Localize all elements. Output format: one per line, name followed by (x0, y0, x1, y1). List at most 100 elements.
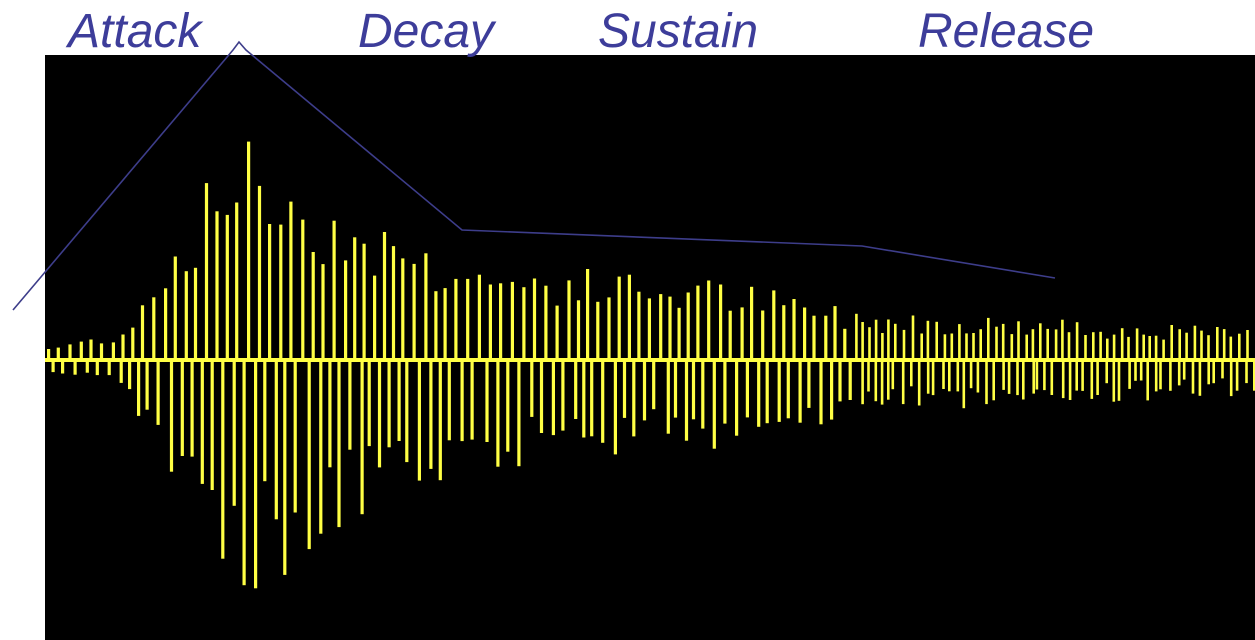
wave-spike (590, 360, 594, 437)
wave-spike (867, 360, 870, 392)
wave-spike (861, 322, 864, 360)
wave-spike (156, 360, 160, 425)
wave-spike (321, 264, 325, 360)
wave-spike (1022, 360, 1025, 400)
wave-spike (917, 360, 921, 406)
wave-spike (215, 211, 219, 360)
wave-spike (881, 333, 884, 360)
wave-spike (1061, 319, 1064, 360)
wave-spike (972, 333, 975, 360)
wave-spike (777, 360, 781, 422)
wave-spike (576, 300, 581, 360)
wave-spike (1148, 336, 1151, 360)
wave-spike (1162, 339, 1165, 360)
wave-spike (140, 305, 145, 360)
wave-spike (555, 305, 559, 360)
wave-spike (293, 360, 297, 513)
wave-spike (1128, 360, 1131, 389)
wave-spike (424, 253, 428, 360)
wave-spike (1170, 325, 1173, 360)
wave-spike (761, 310, 765, 360)
wave-spike (367, 360, 371, 447)
wave-spike (551, 360, 555, 436)
wave-spike (740, 307, 744, 360)
wave-spike (184, 271, 188, 360)
wave-spike (200, 360, 204, 484)
wave-spike (1105, 360, 1108, 384)
wave-spike (926, 360, 930, 394)
wave-spike (750, 286, 754, 360)
wave-spike (942, 360, 945, 389)
wave-spike (311, 252, 315, 360)
wave-spike (931, 360, 935, 396)
wave-spike (1061, 360, 1065, 399)
wave-spike (874, 360, 878, 402)
wave-spike (1054, 329, 1058, 360)
wave-spike (68, 344, 72, 360)
wave-spike (596, 301, 600, 360)
wave-spike (1207, 360, 1210, 385)
wave-spike (1099, 331, 1102, 360)
wave-spike (131, 327, 135, 360)
wave-spike (891, 360, 895, 390)
wave-spike (757, 360, 761, 427)
wave-spike (247, 141, 251, 360)
wave-spike (948, 360, 951, 392)
wave-spike (838, 360, 842, 402)
wave-spike (137, 360, 141, 416)
wave-spike (221, 360, 225, 559)
wave-spike (79, 341, 83, 360)
wave-spike (707, 280, 711, 360)
wave-spike (401, 258, 405, 360)
wave-spike (1159, 360, 1162, 390)
attack-label: Attack (68, 5, 202, 58)
wave-spike (454, 278, 458, 360)
wave-spike (434, 291, 438, 360)
wave-spike (798, 360, 802, 423)
wave-spike (943, 334, 947, 360)
wave-spike (47, 349, 51, 360)
wave-spike (488, 284, 492, 360)
wave-spike (786, 360, 790, 419)
wave-spike (632, 360, 636, 437)
wave-spike (332, 220, 336, 360)
wave-spike (1146, 360, 1149, 401)
wave-spike (1191, 360, 1195, 394)
wave-spike (868, 327, 871, 360)
wave-spike (812, 315, 816, 360)
wave-spike (969, 360, 973, 389)
wave-spike (204, 183, 209, 360)
wave-spike (965, 333, 968, 360)
wave-spike (561, 360, 565, 431)
wave-spike (307, 360, 311, 550)
wave-spike (1016, 360, 1019, 396)
wave-spike (833, 306, 837, 360)
wave-spike (235, 202, 239, 360)
wave-spike (887, 360, 890, 400)
wave-spike (1106, 338, 1109, 360)
wave-spike (910, 360, 913, 387)
wave-spike (1081, 360, 1084, 391)
wave-spike (848, 360, 852, 400)
wave-spike (190, 360, 194, 457)
wave-spike (387, 360, 391, 448)
wave-spike (613, 360, 617, 455)
wave-spike (987, 317, 990, 360)
wave-spike (257, 185, 262, 360)
wave-spike (880, 360, 884, 405)
wave-spike (911, 315, 915, 360)
wave-spike (1245, 360, 1248, 384)
wave-spike (601, 360, 605, 443)
wave-spike (1068, 360, 1072, 400)
wave-spike (782, 305, 786, 360)
wave-spike (824, 315, 828, 360)
wave-spike (1117, 360, 1121, 401)
wave-spike (99, 343, 104, 360)
wave-spike (499, 283, 503, 360)
wave-spike (686, 292, 690, 360)
wave-spike (477, 274, 481, 360)
wave-spike (1207, 335, 1210, 360)
wave-spike (128, 360, 132, 390)
wave-spike (772, 290, 776, 360)
